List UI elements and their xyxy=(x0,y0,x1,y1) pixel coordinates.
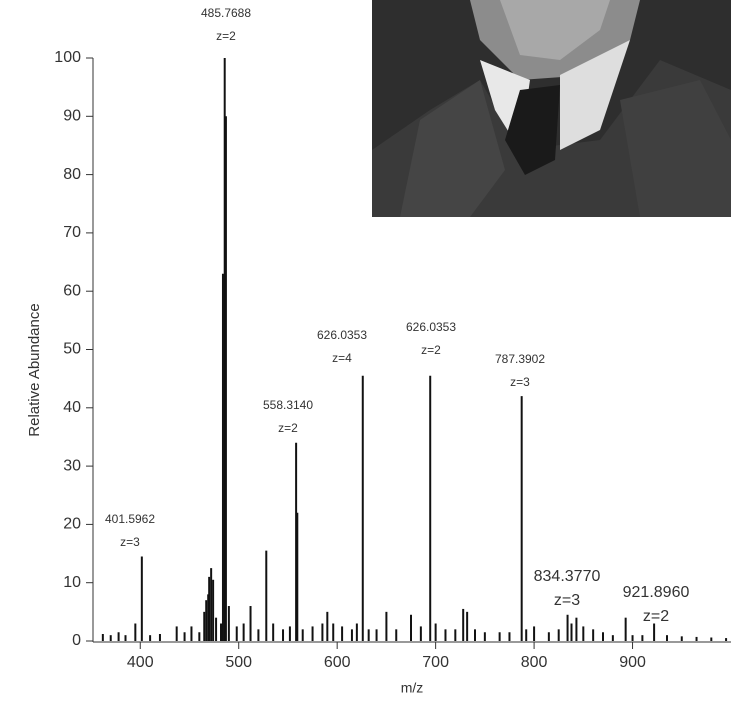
peak-annotation: 787.3902 xyxy=(495,352,545,366)
y-tick-label: 90 xyxy=(63,108,81,125)
y-tick-label: 20 xyxy=(63,516,81,533)
peak-annotation: 558.3140 xyxy=(263,398,313,412)
peak-annotation: 401.5962 xyxy=(105,512,155,526)
peak-annotation: 485.7688 xyxy=(201,6,251,20)
portrait-photo xyxy=(372,0,731,217)
peak-annotation: 834.3770 xyxy=(534,568,601,585)
peak-annotation: z=3 xyxy=(120,535,140,549)
y-tick-label: 100 xyxy=(54,49,81,66)
y-tick-label: 70 xyxy=(63,224,81,241)
y-tick-label: 50 xyxy=(63,341,81,358)
x-tick-label: 500 xyxy=(225,654,252,671)
peak-annotation: z=2 xyxy=(643,608,669,625)
y-tick-label: 80 xyxy=(63,166,81,183)
y-tick-label: 10 xyxy=(63,574,81,591)
peak-annotation: 626.0353 xyxy=(317,328,367,342)
peak-annotation: 921.8960 xyxy=(623,584,690,601)
x-tick-label: 700 xyxy=(422,654,449,671)
x-tick-label: 400 xyxy=(127,654,154,671)
y-tick-label: 40 xyxy=(63,399,81,416)
x-tick-label: 900 xyxy=(619,654,646,671)
peak-annotation: z=3 xyxy=(510,375,530,389)
peak-annotation: z=2 xyxy=(216,29,236,43)
y-tick-label: 0 xyxy=(72,632,81,649)
x-axis-label: m/z xyxy=(401,680,424,696)
x-tick-label: 800 xyxy=(521,654,548,671)
peak-annotation: 626.0353 xyxy=(406,320,456,334)
peak-annotation: z=2 xyxy=(278,421,298,435)
y-axis-label: Relative Abundance xyxy=(26,303,43,436)
x-tick-label: 600 xyxy=(324,654,351,671)
y-tick-label: 30 xyxy=(63,457,81,474)
y-tick-label: 60 xyxy=(63,282,81,299)
peak-annotation: z=2 xyxy=(421,343,441,357)
peak-annotation: z=3 xyxy=(554,592,580,609)
peak-annotation: z=4 xyxy=(332,351,352,365)
